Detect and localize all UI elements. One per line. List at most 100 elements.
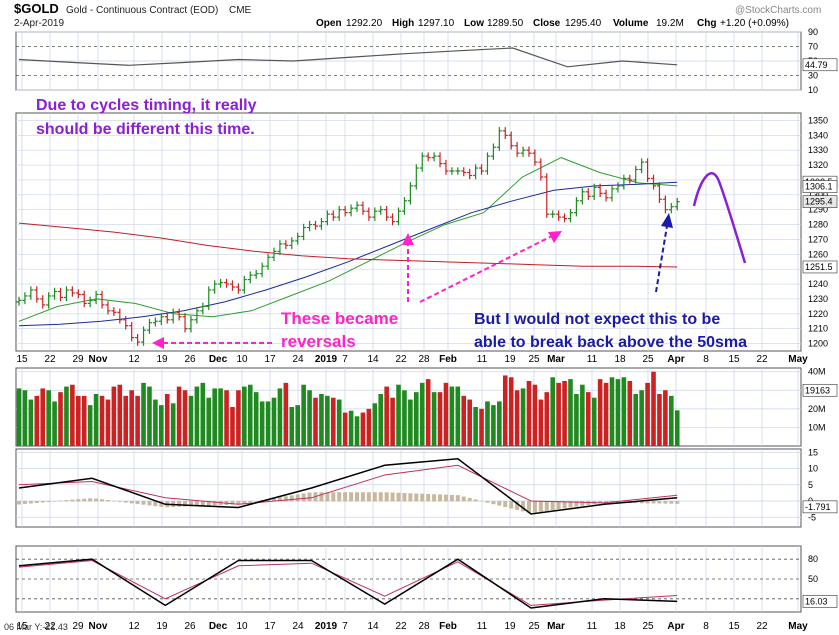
macd-histogram-bar xyxy=(111,500,116,502)
rsi-last-label-box xyxy=(802,58,838,72)
volume-bar xyxy=(93,394,99,446)
x-tick-label: Apr xyxy=(667,354,684,365)
volume-bar xyxy=(200,382,206,446)
volume-bar xyxy=(40,388,46,446)
volume-bar xyxy=(378,394,384,446)
vol-tick-label: 20M xyxy=(808,404,826,414)
price-tick-label: 1320 xyxy=(808,160,828,170)
volume-bar xyxy=(621,377,627,446)
macd-histogram-bar xyxy=(455,495,460,502)
volume-bar xyxy=(580,384,585,446)
volume-bar xyxy=(230,407,235,446)
price-overlay-1 xyxy=(18,181,678,327)
x-tick-label-bottom: 18 xyxy=(614,621,626,632)
macd-histogram-bar xyxy=(657,501,662,504)
volume-bar xyxy=(342,412,348,446)
macd-histogram-bar xyxy=(200,501,205,506)
cursor-readout: 06 Mar Y:-21.43 xyxy=(4,622,68,632)
macd-histogram-bar xyxy=(479,500,484,502)
x-tick-label: Mar xyxy=(547,354,565,365)
volume-bar xyxy=(247,384,253,446)
macd-histogram-bar xyxy=(663,501,668,504)
reversals-note-line1: These became xyxy=(281,309,398,328)
volume-bar xyxy=(52,401,57,446)
macd-histogram-bar xyxy=(467,497,472,502)
open-label: Open xyxy=(316,18,342,29)
volume-bar xyxy=(597,379,603,446)
x-tick-label-bottom: 25 xyxy=(528,621,540,632)
x-tick-label-bottom: 14 xyxy=(367,621,379,632)
rsi-tick-label: 90 xyxy=(808,27,818,37)
reversal-arrowhead-diagonal xyxy=(548,231,562,243)
rsi-last-label: 44.79 xyxy=(805,60,828,70)
macd-histogram-bar xyxy=(485,501,490,503)
volume-bar xyxy=(265,401,271,446)
macd-histogram-bar xyxy=(366,492,371,502)
volume-bar xyxy=(603,382,609,446)
macd-tick-label: 10 xyxy=(808,464,818,474)
macd-histogram-bar xyxy=(390,492,395,502)
macd-histogram-bar xyxy=(515,501,520,510)
volume-bar xyxy=(574,394,579,446)
macd-histogram-bar xyxy=(562,501,567,509)
volume-bar xyxy=(431,392,437,446)
macd-last-label-box xyxy=(802,500,838,514)
volume-bar xyxy=(473,407,478,446)
volume-bar xyxy=(538,399,544,446)
x-tick-label: 11 xyxy=(587,354,598,365)
macd-panel: 151050-5-1.791 xyxy=(16,447,838,522)
macd-histogram-bar xyxy=(639,501,644,504)
x-tick-label-bottom: 8 xyxy=(703,621,709,632)
macd-histogram-bar xyxy=(46,501,51,503)
price-tick-label: 1210 xyxy=(808,324,828,334)
sto-tick-label: 50 xyxy=(808,574,818,584)
x-tick-label: Dec xyxy=(209,354,228,365)
volume-bar xyxy=(87,405,93,446)
volume-bar xyxy=(485,401,490,446)
volume-bar xyxy=(390,397,395,446)
rsi-tick-label: 70 xyxy=(808,42,818,52)
break-note-line2: able to break back above the 50sma xyxy=(474,334,747,351)
reversal-arrowhead-left xyxy=(152,337,164,349)
volume-bar xyxy=(479,408,484,446)
macd-histogram-bar xyxy=(22,501,27,504)
macd-histogram-bar xyxy=(360,492,365,502)
x-tick-label: 28 xyxy=(418,354,430,365)
volume-bar xyxy=(188,395,194,446)
x-tick-label: 19 xyxy=(504,354,516,365)
volume-bar xyxy=(669,395,674,446)
x-tick-label-bottom: 12 xyxy=(128,621,140,632)
volume-bar xyxy=(224,390,229,446)
price-tick-label: 1240 xyxy=(808,279,828,289)
volume-bar xyxy=(461,395,467,446)
macd-histogram-bar xyxy=(544,501,549,511)
volume-bar xyxy=(253,392,259,446)
volume-bar xyxy=(354,416,360,446)
price-tick-label: 1220 xyxy=(808,309,828,319)
x-tick-label: 24 xyxy=(292,354,304,365)
volume-bar xyxy=(147,386,152,446)
macd-histogram-bar xyxy=(426,493,431,502)
macd-histogram-bar xyxy=(100,499,105,502)
projected-cycle-path xyxy=(692,172,747,264)
watermark: @StockCharts.com xyxy=(735,5,821,16)
macd-histogram-bar xyxy=(509,501,514,509)
macd-histogram-bar xyxy=(669,501,674,504)
high-label: High xyxy=(392,18,414,29)
macd-tick-label: 15 xyxy=(808,447,818,457)
cycles-note-line1: Due to cycles timing, it really xyxy=(36,97,257,114)
x-tick-label-bottom: 19 xyxy=(504,621,516,632)
macd-histogram-bar xyxy=(675,501,680,504)
price-tick-label: 1260 xyxy=(808,249,828,259)
volume-panel: 40M30M20M10M19163 xyxy=(16,367,838,446)
macd-histogram-bar xyxy=(325,492,330,502)
macd-histogram-bar xyxy=(277,497,282,502)
x-tick-label-bottom: 24 xyxy=(292,621,304,632)
volume-bar xyxy=(497,401,502,446)
low-value: 1289.50 xyxy=(487,18,524,29)
macd-frame xyxy=(15,448,802,528)
volume-bar xyxy=(16,388,22,446)
x-tick-label: 8 xyxy=(703,354,709,365)
x-tick-label: 2019 xyxy=(315,354,338,365)
